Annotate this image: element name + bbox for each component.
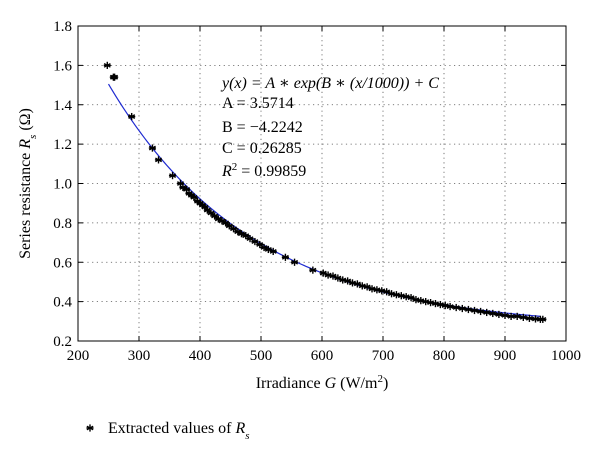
x-tick-label: 400 [189, 348, 212, 364]
data-point [269, 247, 277, 256]
fit-curve-layer [107, 83, 541, 317]
x-tick-label: 200 [67, 348, 90, 364]
data-point [539, 315, 547, 323]
data-point [222, 219, 230, 227]
data-point [483, 308, 491, 317]
data-point [464, 305, 472, 314]
y-axis-label: Series resistance Rs (Ω) [17, 108, 39, 259]
axis-ticks [77, 25, 567, 342]
data-point [203, 206, 211, 214]
data-point [211, 212, 219, 220]
data-point [290, 258, 299, 266]
data-point [148, 144, 157, 152]
data-point [513, 312, 521, 320]
data-point [103, 61, 111, 69]
data-point [458, 304, 466, 313]
y-tick-label: 1.8 [53, 19, 72, 35]
data-point [128, 112, 136, 121]
data-point [501, 311, 509, 320]
data-point [495, 310, 503, 319]
y-tick-labels: 0.2 0.4 0.6 0.8 1.0 1.2 1.4 1.6 1.8 [53, 19, 72, 350]
x-tick-labels: 200 300 400 500 600 700 800 900 1000 [67, 348, 581, 364]
data-point [470, 306, 479, 315]
data-point [477, 307, 485, 316]
y-tick-label: 1.6 [53, 58, 72, 74]
x-tick-label: 300 [128, 348, 151, 364]
data-points [103, 61, 547, 323]
fit-equation: y(x) = A ∗ exp(B ∗ (x/1000)) + C [220, 75, 439, 92]
fit-param-b: B = −4.2242 [222, 119, 303, 136]
grid [78, 26, 566, 341]
fit-param-a: A = 3.5714 [222, 95, 294, 112]
legend: Extracted values of Rs [86, 420, 250, 442]
data-point [281, 253, 289, 261]
asterisk-marker-icon [86, 424, 94, 432]
data-point [525, 314, 533, 322]
data-point [452, 303, 460, 312]
y-tick-label: 0.4 [53, 295, 72, 311]
y-tick-label: 0.8 [53, 216, 72, 232]
x-tick-label: 900 [494, 348, 517, 364]
data-point [264, 245, 272, 254]
data-point [168, 172, 177, 180]
y-tick-label: 1.0 [53, 177, 72, 193]
legend-asterisk [86, 424, 94, 432]
y-tick-label: 0.6 [53, 255, 72, 271]
fit-param-c: C = 0.26285 [222, 140, 302, 157]
x-axis-label: Irradiance G (W/m2) [256, 373, 389, 392]
x-tick-label: 1000 [551, 348, 581, 364]
y-tick-label: 0.2 [53, 334, 72, 350]
x-tick-label: 700 [372, 348, 395, 364]
data-point [111, 73, 119, 81]
data-point [446, 302, 454, 311]
y-tick-label: 1.4 [53, 98, 72, 114]
data-point [207, 209, 215, 217]
y-tick-label: 1.2 [53, 137, 72, 153]
data-point [507, 312, 515, 320]
data-point [154, 156, 163, 164]
x-tick-label: 600 [311, 348, 334, 364]
x-tick-label: 800 [433, 348, 456, 364]
data-point [190, 193, 198, 201]
fit-curve [107, 83, 541, 317]
data-point [334, 274, 342, 282]
fit-r-squared: R2 = 0.99859 [221, 161, 306, 180]
x-tick-label: 500 [250, 348, 273, 364]
data-point [309, 266, 317, 274]
data-point [489, 309, 497, 318]
data-point [519, 313, 527, 321]
fit-annotation: y(x) = A ∗ exp(B ∗ (x/1000)) + C A = 3.5… [220, 75, 439, 180]
legend-label: Extracted values of Rs [108, 420, 250, 442]
